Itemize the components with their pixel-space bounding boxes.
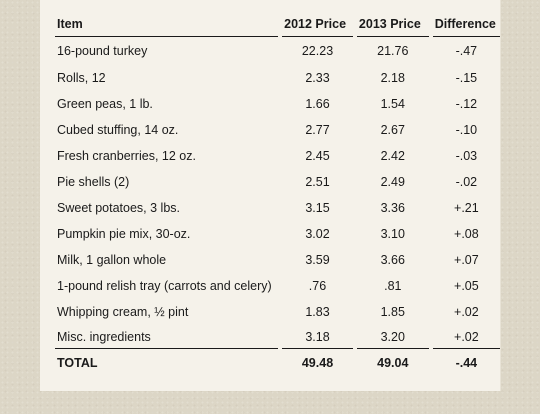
- price-2013-cell: 21.76: [377, 44, 409, 58]
- item-cell: Rolls, 12: [57, 71, 106, 85]
- item-cell: 1-pound relish tray (carrots and celery): [57, 279, 272, 293]
- table-row: Green peas, 1 lb. 1.66 1.54 -.12: [55, 91, 500, 117]
- price-2013-cell: 2.18: [380, 71, 405, 85]
- table-row: Rolls, 12 2.33 2.18 -.15: [55, 65, 500, 91]
- difference-cell: +.05: [454, 279, 479, 293]
- price-2012-cell: 3.18: [282, 325, 353, 349]
- item-cell: 16-pound turkey: [57, 44, 148, 58]
- price-2013-cell: .81: [384, 279, 402, 293]
- difference-cell: +.02: [454, 305, 479, 319]
- header-2013-price: 2013 Price: [356, 12, 429, 37]
- price-2012-cell: 2.77: [305, 123, 330, 137]
- item-cell: Whipping cream, ½ pint: [57, 305, 189, 319]
- table-row: Misc. ingredients 3.18 3.20 +.02: [55, 325, 500, 349]
- table-row: Pumpkin pie mix, 30-oz. 3.02 3.10 +.08: [55, 221, 500, 247]
- price-2013-cell: 2.67: [380, 123, 405, 137]
- price-2012-cell: 3.15: [305, 201, 330, 215]
- header-difference: Difference: [432, 12, 500, 37]
- table-row: Cubed stuffing, 14 oz. 2.77 2.67 -.10: [55, 117, 500, 143]
- total-difference: -.44: [455, 356, 478, 370]
- header-item: Item: [55, 12, 279, 37]
- header-2012-price: 2012 Price: [282, 12, 353, 37]
- difference-cell: -.02: [455, 175, 478, 189]
- table-body: 16-pound turkey 22.23 21.76 -.47 Rolls, 12 2.…: [55, 37, 500, 377]
- price-2012-cell: 22.23: [301, 44, 334, 58]
- difference-cell: +.07: [454, 253, 479, 267]
- table-row: Sweet potatoes, 3 lbs. 3.15 3.36 +.21: [55, 195, 500, 221]
- price-2013-cell: 1.54: [380, 97, 405, 111]
- table-row: Milk, 1 gallon whole 3.59 3.66 +.07: [55, 247, 500, 273]
- price-2013-cell: 2.42: [380, 149, 405, 163]
- table-header-row: Item 2012 Price 2013 Price Difference: [55, 12, 500, 37]
- price-2013-cell: 3.10: [380, 227, 405, 241]
- item-cell: Pumpkin pie mix, 30-oz.: [57, 227, 191, 241]
- table-row: Pie shells (2) 2.51 2.49 -.02: [55, 169, 500, 195]
- price-comparison-table: Item 2012 Price 2013 Price Difference 16…: [55, 12, 500, 377]
- price-2013-cell: 2.49: [380, 175, 405, 189]
- difference-cell: -.10: [455, 123, 478, 137]
- total-2012: 49.48: [301, 356, 334, 370]
- difference-cell: +.08: [454, 227, 479, 241]
- difference-cell: -.12: [455, 97, 478, 111]
- price-2013-cell: 3.20: [356, 325, 429, 349]
- difference-cell: +.21: [454, 201, 479, 215]
- price-2012-cell: 2.51: [305, 175, 330, 189]
- table-row: Whipping cream, ½ pint 1.83 1.85 +.02: [55, 299, 500, 325]
- price-2013-cell: 1.85: [380, 305, 405, 319]
- table-row: 16-pound turkey 22.23 21.76 -.47: [55, 37, 500, 65]
- item-cell: Sweet potatoes, 3 lbs.: [57, 201, 180, 215]
- price-2012-cell: 1.66: [305, 97, 330, 111]
- difference-cell: +.02: [432, 325, 500, 349]
- table-row: Fresh cranberries, 12 oz. 2.45 2.42 -.03: [55, 143, 500, 169]
- item-cell: Milk, 1 gallon whole: [57, 253, 167, 267]
- price-2012-cell: 1.83: [305, 305, 330, 319]
- difference-cell: -.47: [455, 44, 478, 58]
- difference-cell: -.15: [455, 71, 478, 85]
- price-2012-cell: 3.02: [305, 227, 330, 241]
- total-label: TOTAL: [57, 356, 98, 370]
- price-2012-cell: .76: [308, 279, 327, 293]
- price-2013-cell: 3.36: [380, 201, 405, 215]
- price-2012-cell: 2.45: [305, 149, 330, 163]
- item-cell: Green peas, 1 lb.: [57, 97, 153, 111]
- price-2012-cell: 2.33: [305, 71, 330, 85]
- total-2013: 49.04: [377, 356, 409, 370]
- price-2013-cell: 3.66: [380, 253, 405, 267]
- table-row: 1-pound relish tray (carrots and celery)…: [55, 273, 500, 299]
- total-row: TOTAL 49.48 49.04 -.44: [55, 349, 500, 377]
- item-cell: Cubed stuffing, 14 oz.: [57, 123, 179, 137]
- item-cell: Pie shells (2): [57, 175, 130, 189]
- difference-cell: -.03: [455, 149, 478, 163]
- item-cell: Misc. ingredients: [55, 325, 279, 349]
- item-cell: Fresh cranberries, 12 oz.: [57, 149, 196, 163]
- price-2012-cell: 3.59: [305, 253, 330, 267]
- content-panel: Item 2012 Price 2013 Price Difference 16…: [40, 0, 501, 391]
